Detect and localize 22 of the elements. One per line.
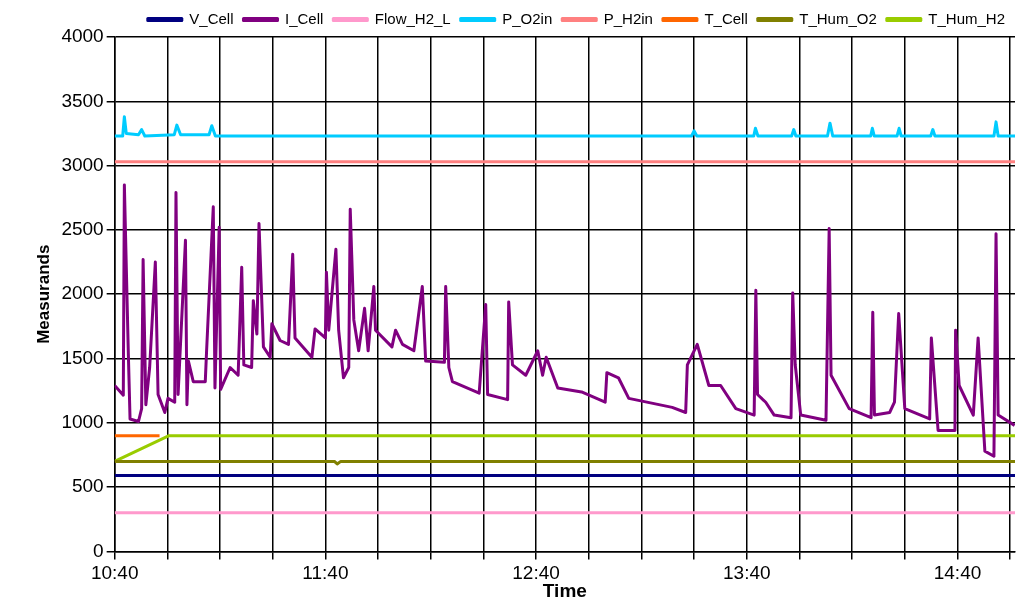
legend-label: I_Cell [284, 9, 324, 27]
legend-label: P_H2in [603, 9, 653, 27]
y-axis-title: Measurands [33, 244, 53, 344]
y-tick-label: 500 [71, 475, 104, 497]
y-tick-label: 2000 [61, 282, 104, 304]
legend-label: T_Hum_O2 [799, 9, 877, 27]
y-tick-label: 1500 [61, 346, 104, 368]
legend-label: T_Hum_H2 [928, 9, 1006, 27]
legend-label: Flow_H2_L [374, 9, 451, 27]
legend-label: V_Cell [189, 9, 234, 27]
x-tick-label: 13:40 [723, 562, 771, 584]
x-tick-label: 14:40 [933, 562, 982, 584]
y-tick-label: 1000 [61, 411, 104, 433]
y-tick-label: 4000 [61, 25, 104, 47]
y-tick-label: 3000 [61, 153, 104, 175]
x-tick-label: 11:40 [302, 562, 349, 584]
y-tick-label: 0 [93, 539, 104, 561]
legend-label: P_O2in [502, 9, 553, 27]
y-tick-label: 3500 [61, 89, 104, 111]
x-tick-label: 10:40 [90, 562, 139, 584]
y-tick-label: 2500 [61, 218, 104, 240]
legend-label: T_Cell [704, 9, 748, 27]
